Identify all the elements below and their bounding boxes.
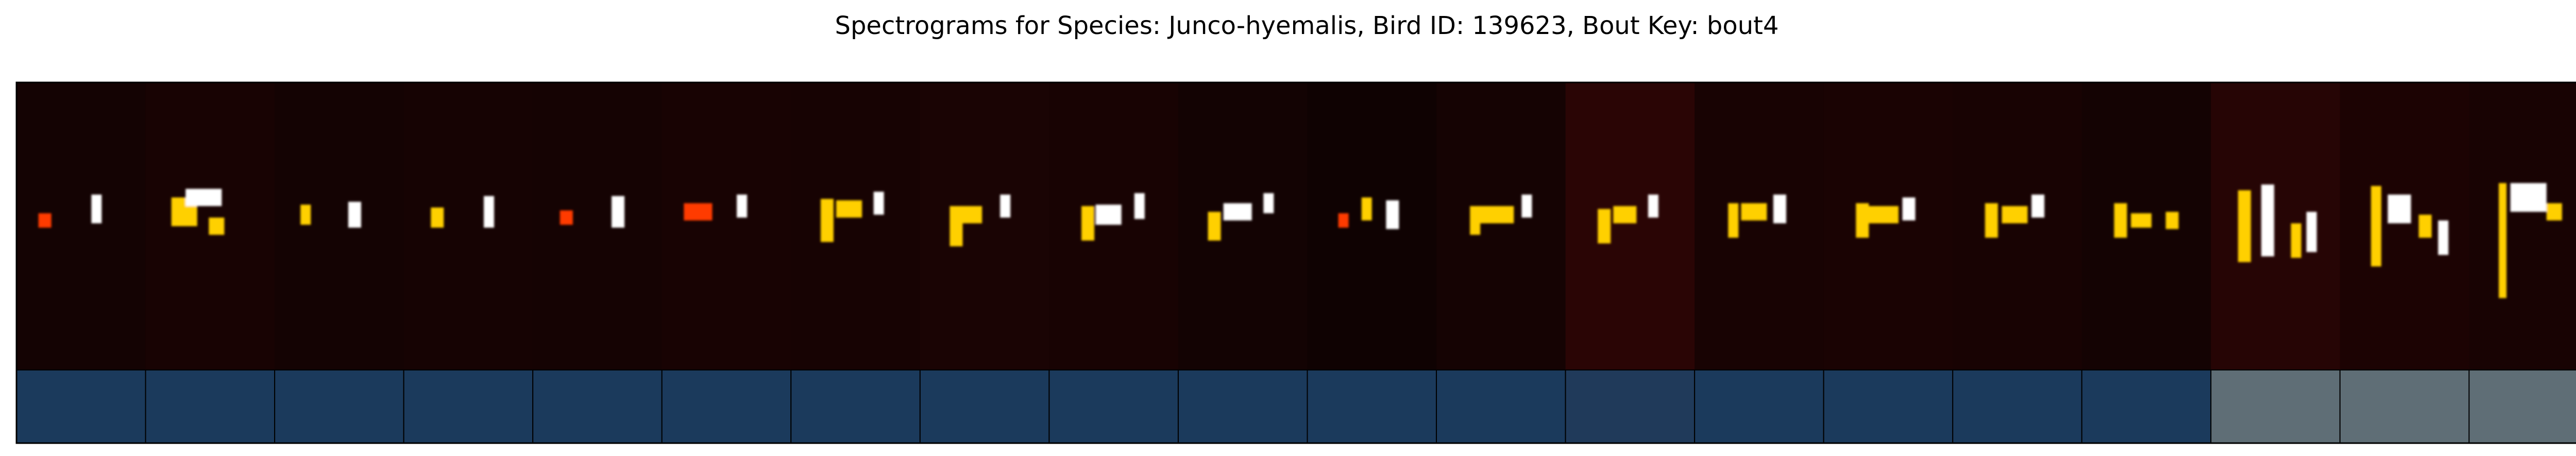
spectrogram-energy-6 — [684, 194, 748, 221]
spectrogram-panel-4 — [403, 82, 533, 370]
label-cell-1 — [16, 369, 146, 444]
label-cell-12 — [1436, 369, 1566, 444]
spectrogram-energy-20 — [2499, 183, 2562, 298]
spectrogram-energy-5 — [560, 196, 625, 228]
spectrogram-panel-10 — [1178, 82, 1308, 370]
spectrogram-energy-18 — [2238, 184, 2317, 262]
spectrogram-energy-17 — [2114, 203, 2179, 238]
spectrogram-panel-12 — [1436, 82, 1566, 370]
spectrogram-energy-8 — [950, 194, 1011, 247]
spectrogram-panel-6 — [662, 82, 791, 370]
spectrogram-energy-13 — [1598, 194, 1658, 244]
spectrogram-energy-19 — [2371, 185, 2449, 267]
plot-frame — [15, 81, 2576, 444]
spectrogram-panel-5 — [533, 82, 663, 370]
spectrogram-energy-9 — [1081, 193, 1145, 241]
spectrogram-energy-15 — [1856, 197, 1916, 238]
label-cell-18 — [2210, 369, 2341, 444]
spectrogram-panel-14 — [1694, 82, 1824, 370]
label-cell-6 — [661, 369, 792, 444]
label-cell-13 — [1565, 369, 1696, 444]
spectrogram-panel-1 — [16, 82, 146, 370]
spectrogram-panel-7 — [791, 82, 921, 370]
label-cell-2 — [145, 369, 276, 444]
spectrogram-panel-20 — [2469, 82, 2576, 370]
spectrogram-energy-2 — [171, 189, 225, 235]
label-cell-14 — [1694, 369, 1824, 444]
spectrogram-energy-12 — [1470, 194, 1532, 235]
spectrogram-panel-9 — [1049, 82, 1179, 370]
label-cell-5 — [532, 369, 663, 444]
spectrogram-energy-11 — [1338, 197, 1399, 229]
spectrogram-energy-10 — [1208, 193, 1274, 241]
label-cell-7 — [790, 369, 921, 444]
spectrogram-panel-3 — [275, 82, 404, 370]
label-cell-20 — [2468, 369, 2576, 444]
chart-title: Spectrograms for Species: Junco-hyemalis… — [835, 11, 1779, 40]
spectrogram-energy-1 — [38, 194, 102, 228]
spectrogram-panel-18 — [2211, 82, 2341, 370]
label-cell-4 — [403, 369, 534, 444]
spectrogram-panel-11 — [1307, 82, 1437, 370]
label-cell-16 — [1952, 369, 2082, 444]
spectrogram-panel-13 — [1565, 82, 1695, 370]
label-cell-9 — [1048, 369, 1179, 444]
label-cell-19 — [2339, 369, 2470, 444]
spectrogram-panel-8 — [920, 82, 1049, 370]
label-cell-17 — [2081, 369, 2212, 444]
spectrogram-energy-14 — [1728, 194, 1787, 238]
spectrogram-energy-4 — [431, 196, 495, 228]
spectrogram-panel-16 — [1953, 82, 2082, 370]
label-cell-15 — [1823, 369, 1954, 444]
label-cell-11 — [1307, 369, 1437, 444]
spectrogram-panel-19 — [2340, 82, 2470, 370]
label-cell-3 — [274, 369, 404, 444]
spectrogram-energy-7 — [820, 192, 884, 242]
spectrogram-panel-15 — [1823, 82, 1953, 370]
label-cell-10 — [1177, 369, 1308, 444]
spectrogram-energy-16 — [1985, 194, 2045, 238]
label-cell-8 — [919, 369, 1050, 444]
spectrogram-energy-3 — [300, 201, 361, 228]
